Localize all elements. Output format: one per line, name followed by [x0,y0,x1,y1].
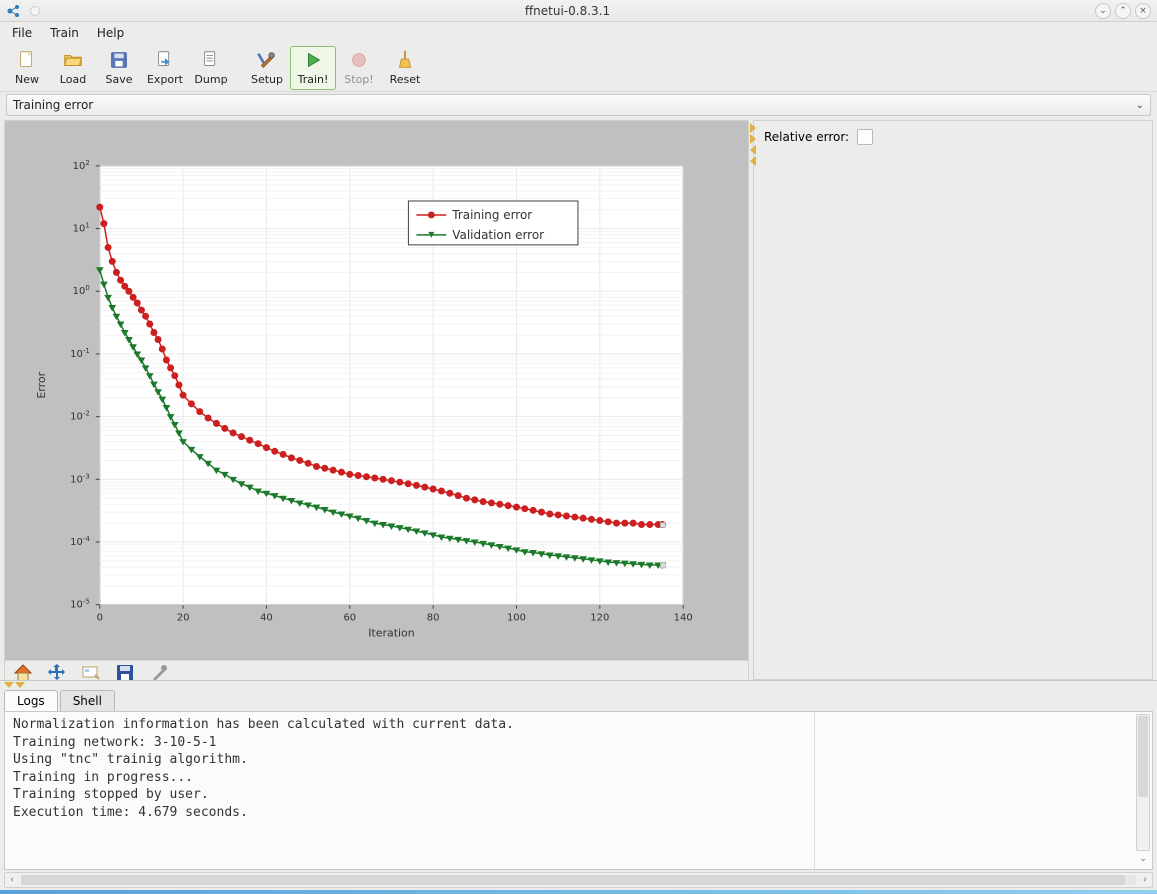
stop-icon [348,49,370,71]
titlebar-dot-icon [30,6,40,16]
new-label: New [15,73,39,86]
file-export-icon [154,49,176,71]
reset-button[interactable]: Reset [382,46,428,90]
chevron-down-icon: ⌄ [1136,100,1144,111]
svg-text:Validation error: Validation error [452,228,544,242]
tab-logs[interactable]: Logs [4,690,58,711]
menubar: File Train Help [0,22,1157,44]
plot-canvas[interactable]: 02040608010012014010-510-410-310-210-110… [5,121,748,660]
svg-text:140: 140 [674,613,693,624]
setup-button[interactable]: Setup [244,46,290,90]
stop-button[interactable]: Stop! [336,46,382,90]
stop-label: Stop! [344,73,373,86]
reset-label: Reset [390,73,421,86]
train-button[interactable]: Train! [290,46,336,90]
status-strip [0,890,1157,894]
load-button[interactable]: Load [50,46,96,90]
titlebar: ffnetui-0.8.3.1 ⌄ ⌃ × [0,0,1157,22]
plot-panel: 02040608010012014010-510-410-310-210-110… [4,120,749,680]
horizontal-scrollbar[interactable]: ‹ › [4,872,1153,888]
minimize-button[interactable]: ⌄ [1095,3,1111,19]
play-icon [302,49,324,71]
chart-svg: 02040608010012014010-510-410-310-210-110… [5,121,748,660]
log-side-area: ⌄ [814,712,1152,869]
train-label: Train! [298,73,329,86]
close-button[interactable]: × [1135,3,1151,19]
splitter-handle[interactable] [750,123,758,677]
app-icon [6,3,22,19]
svg-text:60: 60 [343,613,356,624]
main-area: 02040608010012014010-510-410-310-210-110… [0,120,1157,680]
logs-splitter[interactable] [0,681,1157,689]
svg-text:100: 100 [507,613,526,624]
disk-save-icon [108,49,130,71]
load-label: Load [60,73,86,86]
file-new-icon [16,49,38,71]
svg-text:80: 80 [427,613,440,624]
window-title: ffnetui-0.8.3.1 [40,4,1095,18]
relative-error-label: Relative error: [764,130,849,144]
menu-file[interactable]: File [4,23,40,43]
save-label: Save [105,73,132,86]
svg-text:120: 120 [590,613,609,624]
dump-button[interactable]: Dump [188,46,234,90]
vertical-scrollbar[interactable]: ⌄ [1136,714,1150,851]
relative-error-checkbox[interactable] [857,129,873,145]
export-button[interactable]: Export [142,46,188,90]
save-button[interactable]: Save [96,46,142,90]
scroll-left-icon[interactable]: ‹ [5,875,19,885]
svg-text:0: 0 [97,613,103,624]
svg-text:40: 40 [260,613,273,624]
broom-icon [394,49,416,71]
export-label: Export [147,73,183,86]
tab-shell[interactable]: Shell [60,690,115,711]
logs-section: Logs Shell Normalization information has… [0,680,1157,890]
dropdown-selected: Training error [13,98,1136,112]
side-panel: Relative error: [753,120,1153,680]
scroll-down-icon[interactable]: ⌄ [1137,852,1149,866]
menu-train[interactable]: Train [42,23,87,43]
scroll-right-icon[interactable]: › [1138,875,1152,885]
setup-label: Setup [251,73,283,86]
svg-text:Error: Error [35,371,48,398]
dump-label: Dump [194,73,227,86]
svg-text:Training error: Training error [451,208,532,222]
menu-help[interactable]: Help [89,23,132,43]
folder-open-icon [62,49,84,71]
maximize-button[interactable]: ⌃ [1115,3,1131,19]
tabs-bar: Logs Shell [0,689,1157,711]
log-output[interactable]: Normalization information has been calcu… [5,712,814,869]
new-button[interactable]: New [4,46,50,90]
svg-text:Iteration: Iteration [368,627,415,640]
toolbar: New Load Save Export Dump Setup Train! S… [0,44,1157,92]
svg-text:20: 20 [177,613,190,624]
file-dump-icon [200,49,222,71]
view-dropdown[interactable]: Training error ⌄ [6,94,1151,116]
tools-icon [256,49,278,71]
